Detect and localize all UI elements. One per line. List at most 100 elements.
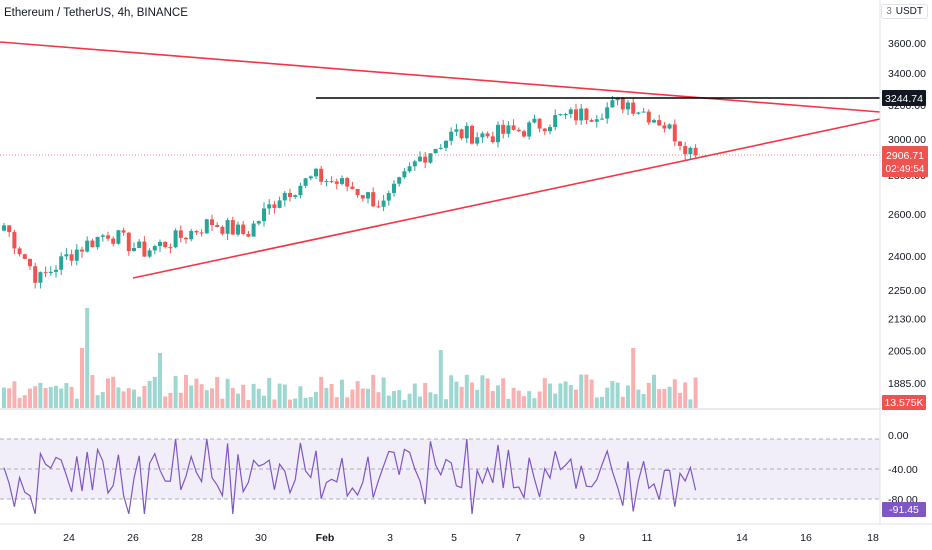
volume-bar: [199, 384, 204, 408]
volume-bar: [241, 384, 246, 408]
volume-bar: [17, 397, 22, 408]
volume-bar: [163, 396, 168, 408]
volume-bar: [688, 399, 693, 408]
volume-bar: [184, 374, 188, 408]
candle-body: [433, 148, 438, 154]
time-tick-label: 24: [63, 532, 75, 544]
volume-bar: [324, 387, 329, 408]
candle-body: [189, 230, 194, 240]
candle-body: [563, 114, 568, 116]
candle-body: [267, 204, 272, 209]
volume-bar: [225, 378, 230, 408]
candle-body: [100, 235, 105, 237]
drawn-lines[interactable]: [0, 41, 881, 279]
volume-bar: [12, 381, 17, 408]
candle-body: [454, 129, 459, 132]
volume-bar: [631, 348, 636, 408]
candle-body: [496, 124, 500, 143]
candle-body: [449, 131, 454, 141]
volume-bar: [667, 386, 672, 408]
candle-body: [225, 220, 230, 234]
volume-bar: [236, 393, 240, 408]
volume-bar: [137, 396, 142, 408]
candle-body: [314, 168, 318, 177]
candle-body: [241, 224, 246, 235]
currency-scale[interactable]: 3 USDT: [881, 4, 928, 19]
candle-body: [600, 118, 604, 120]
candle-body: [282, 192, 287, 201]
time-axis[interactable]: 24 26 28 30 Feb 3 5 7 9 11 14 16 18: [63, 532, 879, 544]
candle-body: [132, 247, 136, 252]
candle-body: [106, 235, 110, 239]
candle-body: [173, 230, 178, 248]
candle-body: [386, 193, 391, 201]
volume-bar: [158, 353, 162, 408]
candle-body: [594, 119, 599, 122]
volume-bar: [2, 387, 6, 408]
price-tick-label: 2005.00: [888, 345, 926, 357]
volume-bar: [652, 374, 656, 408]
candle-body: [485, 133, 490, 137]
candle-body: [262, 208, 266, 222]
candle-body: [589, 120, 594, 122]
volume-bar: [522, 396, 526, 408]
countdown-text: 02:49:54: [886, 164, 925, 175]
volume-bar: [121, 391, 126, 408]
upper-trendline[interactable]: [0, 41, 881, 113]
candle-body: [553, 115, 558, 128]
price-tick-label: 3600.00: [888, 38, 926, 50]
volume-bar: [355, 381, 360, 408]
price-tick-label: 1885.00: [888, 378, 926, 390]
volume-bar: [220, 398, 225, 408]
candle-body: [194, 230, 199, 233]
candle-body: [230, 220, 235, 235]
volume-bar: [69, 386, 74, 408]
volume-bar: [340, 379, 344, 408]
rsi-axis[interactable]: 0.00-40.00-80.00: [888, 430, 918, 506]
candle-body: [672, 124, 677, 142]
volume-bar: [126, 388, 131, 408]
volume-bar: [132, 389, 136, 408]
volume-bar: [584, 374, 589, 408]
rsi-value-text: -91.45: [889, 504, 919, 516]
candle-body: [418, 156, 422, 162]
candle-body: [199, 232, 204, 234]
volume-bar: [80, 348, 84, 408]
volume-bar: [418, 396, 422, 408]
rsi-tick-label: 0.00: [888, 430, 909, 442]
price-tick-label: 3400.00: [888, 68, 926, 80]
volume-bar: [308, 397, 313, 408]
volume-bar: [568, 385, 573, 408]
candle-body: [168, 247, 173, 249]
volume-bar: [116, 387, 121, 408]
volume-bar: [204, 390, 209, 408]
candle-body: [69, 254, 74, 261]
volume-bar: [641, 394, 646, 408]
candle-body: [28, 258, 32, 267]
volume-bar: [605, 387, 610, 408]
candle-body: [667, 124, 672, 129]
candle-body: [615, 98, 620, 101]
volume-bar: [381, 377, 386, 408]
volume-bar: [444, 399, 448, 408]
candle-body: [80, 249, 84, 252]
lower-trendline[interactable]: [132, 118, 881, 279]
candle-body: [246, 234, 251, 237]
volume-bar: [95, 395, 100, 408]
volume-bar: [111, 376, 116, 408]
volume-bar: [100, 392, 105, 408]
candle-body: [303, 178, 308, 186]
candle-body: [480, 133, 485, 138]
volume-bar: [459, 386, 464, 408]
volume-bar: [678, 392, 682, 408]
volume-bar: [402, 399, 407, 408]
candle-body: [12, 232, 17, 249]
rsi-value-label: -91.45: [882, 502, 926, 517]
volume-bar: [454, 381, 459, 408]
volume-bar: [438, 350, 443, 408]
rsi-line: [3, 438, 697, 515]
candle-body: [277, 200, 282, 208]
volume-bar: [428, 392, 433, 408]
candle-body: [459, 129, 464, 139]
